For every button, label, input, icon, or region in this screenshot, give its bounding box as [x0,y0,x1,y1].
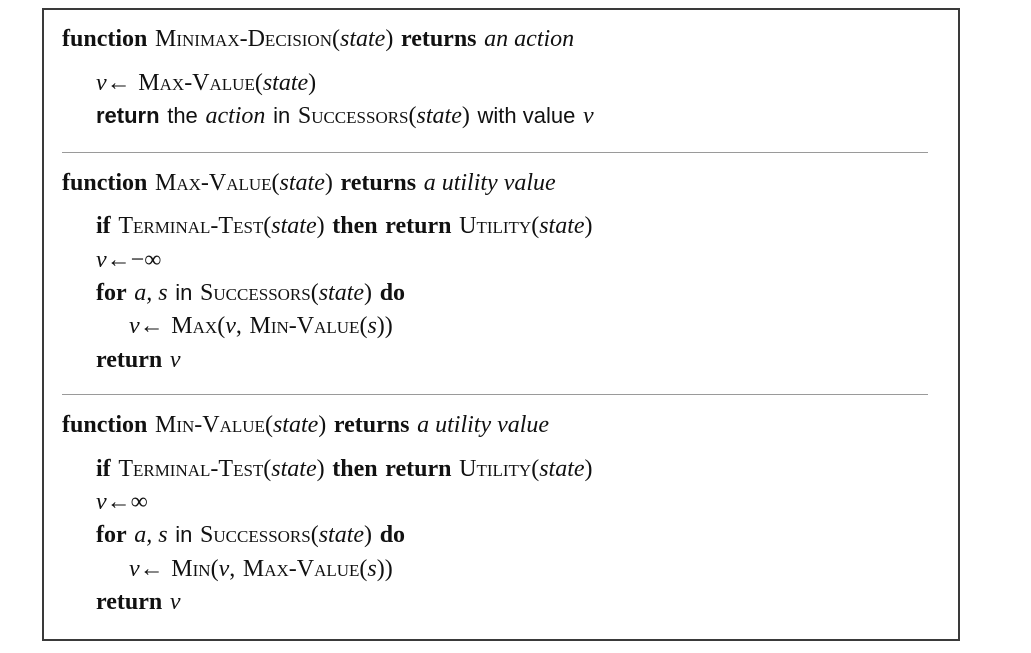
min-value-header: function Min-Value(state) returns a util… [62,412,550,438]
keyword-returns: returns [340,170,417,196]
function-call: Max [171,313,218,339]
return-description: a utility value [417,412,550,438]
keyword-for: for [96,280,127,306]
code-line: v←−∞ [96,247,162,273]
keyword-return: return [96,103,160,128]
keyword-return: return [96,589,163,615]
param: state [279,170,325,196]
code-line: v←∞ [96,489,148,515]
return-description: an action [484,26,575,52]
max-value-header: function Max-Value(state) returns a util… [62,170,556,196]
function-call: Successors [200,280,311,306]
function-call: Successors [297,103,409,129]
code-line: v← Min(v, Max-Value(s)) [129,556,393,582]
section-divider [62,394,928,395]
keyword-then: then [332,456,378,482]
function-call: Min [171,556,211,582]
code-line: v← Max(v, Min-Value(s)) [129,313,393,339]
function-call: Max-Value [138,70,255,96]
minimax-decision-header: function Minimax-Decision(state) returns… [62,26,575,52]
function-call: Max-Value [242,556,360,582]
param: state [340,26,386,52]
assign-arrow: ← [139,556,164,582]
keyword-if: if [96,213,111,239]
keyword-function: function [62,170,148,196]
code-line: return v [96,347,181,373]
algorithm-box: function Minimax-Decision(state) returns… [42,8,960,641]
function-call: Terminal-Test [118,213,264,239]
keyword-returns: returns [333,412,410,438]
code-line: if Terminal-Test(state) then return Util… [96,213,593,239]
function-call: Min-Value [249,313,360,339]
function-call: Utility [459,213,532,239]
function-name: Minimax-Decision [155,26,332,52]
code-line: for a, s in Successors(state) do [96,522,406,548]
keyword-function: function [62,26,148,52]
function-call: Utility [459,456,532,482]
keyword-for: for [96,522,127,548]
assign-arrow: ← [106,70,131,96]
keyword-return: return [385,213,452,239]
code-line: return v [96,589,181,615]
keyword-then: then [332,213,378,239]
code-line: v← Max-Value(state) [96,70,317,96]
function-name: Min-Value [155,412,265,438]
assign-arrow: ← [139,313,164,339]
assign-arrow: ← [106,489,131,515]
code-line: return the action in Successors(state) w… [96,103,594,129]
keyword-do: do [379,280,406,306]
keyword-if: if [96,456,111,482]
function-name: Max-Value [155,170,272,196]
infinity-value: ∞ [130,489,148,515]
section-divider [62,152,928,153]
code-line: for a, s in Successors(state) do [96,280,406,306]
return-description: a utility value [423,170,556,196]
param: state [272,412,319,438]
infinity-value: −∞ [130,247,162,273]
code-line: if Terminal-Test(state) then return Util… [96,456,593,482]
keyword-do: do [379,522,406,548]
keyword-return: return [96,347,163,373]
function-call: Terminal-Test [118,456,264,482]
keyword-returns: returns [400,26,477,52]
keyword-return: return [385,456,452,482]
assign-arrow: ← [106,247,131,273]
keyword-function: function [62,412,148,438]
function-call: Successors [200,522,311,548]
